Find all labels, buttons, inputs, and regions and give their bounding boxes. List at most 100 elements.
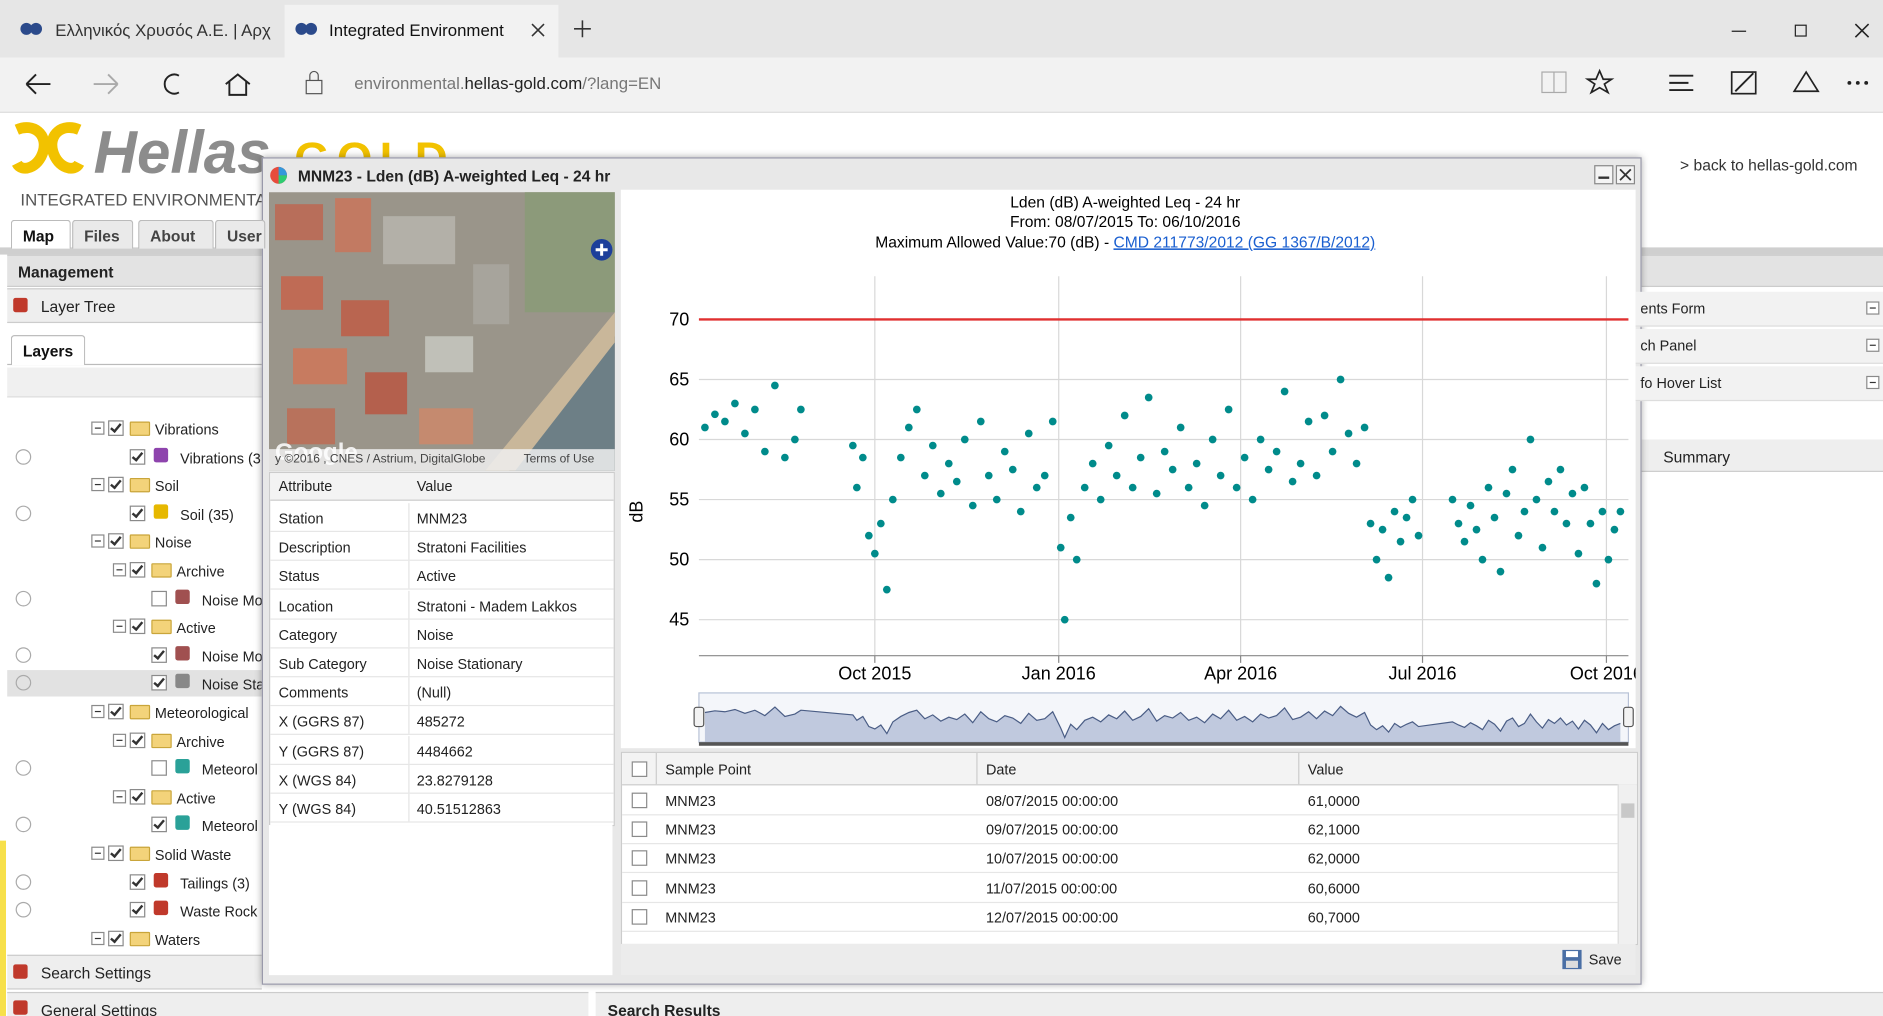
site-tab[interactable]: User: [215, 220, 265, 249]
tree-row[interactable]: Tailings (3): [7, 869, 262, 895]
checkbox: [108, 420, 124, 436]
tree-row[interactable]: Meteorol: [7, 756, 262, 782]
data-point: [1153, 490, 1161, 498]
popup-buttons[interactable]: [1594, 165, 1637, 187]
checkbox: [130, 619, 146, 635]
data-point: [1385, 574, 1393, 582]
tree-row[interactable]: Soil (35): [7, 501, 262, 527]
tree-row[interactable]: Archive: [7, 557, 262, 583]
tree-row[interactable]: Noise Sta: [7, 671, 262, 697]
tree-label: Solid Waste: [155, 848, 231, 862]
checkbox: [108, 534, 124, 550]
tree-row[interactable]: Solid Waste: [7, 841, 262, 867]
panel-item: fo Hover List: [1636, 366, 1883, 401]
tab-title[interactable]: Integrated Environment: [329, 22, 504, 39]
tree-row[interactable]: Soil: [7, 472, 262, 498]
window-controls[interactable]: [1729, 22, 1873, 39]
folder-icon: [151, 620, 171, 634]
layer-icon: [154, 873, 168, 887]
tree-label: Vibrations: [155, 423, 219, 437]
layer-icon: [175, 646, 189, 660]
column-header: Sample Point: [665, 763, 751, 777]
url[interactable]: environmental.hellas-gold.com/?lang=EN: [354, 74, 661, 91]
expander: [91, 422, 104, 435]
tab-title[interactable]: Ελληνικός Χρυσός Α.Ε. | Αρχ: [55, 22, 271, 39]
page: Ελληνικός Χρυσός Α.Ε. | Αρχ Integrated E…: [0, 0, 1883, 1016]
search-settings-label: Search Settings: [41, 966, 151, 982]
y-tick-label: 65: [669, 369, 689, 389]
map[interactable]: [269, 192, 615, 471]
data-point: [1599, 508, 1607, 516]
search-settings[interactable]: Search Settings: [7, 955, 262, 990]
layers-tab[interactable]: Layers: [11, 335, 85, 365]
data-point: [751, 406, 759, 414]
save-button[interactable]: Save: [1589, 952, 1622, 966]
data-point: [1201, 502, 1209, 510]
nav-buttons[interactable]: [22, 70, 262, 99]
limit-label: Maximum Allowed Value:70 (dB) -: [875, 234, 1113, 251]
tree-toolbar: [7, 367, 262, 397]
site-tab[interactable]: Map: [11, 220, 71, 249]
folder-icon: [130, 705, 150, 719]
tree-row[interactable]: Meteorological: [7, 699, 262, 725]
toolbar-icons[interactable]: [1540, 67, 1876, 98]
tree-label: Noise Mo: [202, 593, 263, 607]
tree-row[interactable]: Active: [7, 784, 262, 810]
general-settings[interactable]: General Settings: [7, 992, 588, 1016]
limit-text: Maximum Allowed Value:70 (dB) - CMD 2117…: [875, 234, 1375, 251]
info-icon: [16, 760, 32, 776]
tree-row[interactable]: Noise Mo: [7, 586, 262, 612]
table-header: AttributeValue: [270, 473, 613, 501]
tree-row[interactable]: Vibrations (3: [7, 444, 262, 470]
y-tick-label: 60: [669, 430, 689, 450]
new-tab[interactable]: [573, 19, 592, 38]
grid-cell: 60,6000: [1308, 881, 1360, 895]
cell-divider: [408, 648, 409, 676]
tree-row[interactable]: Meteorol: [7, 812, 262, 838]
layer-icon: [175, 674, 189, 688]
data-point: [1509, 466, 1517, 474]
panel-item: ents Form: [1636, 292, 1883, 327]
data-point: [1449, 496, 1457, 504]
limit-link[interactable]: CMD 211773/2012 (GG 1367/B/2012): [1114, 234, 1376, 251]
layer-tree-header[interactable]: Layer Tree: [7, 288, 262, 323]
data-point: [1361, 424, 1369, 432]
panel-title: Management: [18, 264, 113, 280]
data-point: [711, 410, 719, 418]
tree-row[interactable]: Vibrations: [7, 416, 262, 442]
panel-item-label: ch Panel: [1640, 339, 1696, 353]
navigator-handle: [1624, 707, 1634, 726]
x-tick-label: Jul 2016: [1389, 664, 1457, 684]
data-point: [1551, 508, 1559, 516]
tree-row[interactable]: Archive: [7, 727, 262, 753]
site-tab[interactable]: Files: [72, 220, 133, 249]
tree-row[interactable]: Active: [7, 614, 262, 640]
tree-row[interactable]: Waste Rock: [7, 897, 262, 923]
checkbox: [130, 789, 146, 805]
site-tab-label: Files: [84, 228, 120, 244]
tree-row[interactable]: Waters: [7, 926, 262, 952]
table-row: Comments(Null): [270, 678, 613, 707]
search-results[interactable]: Search Results: [596, 992, 1883, 1016]
site-tab[interactable]: About: [138, 220, 214, 249]
map-terms[interactable]: Terms of Use: [524, 454, 595, 466]
column-header: Value: [417, 479, 453, 493]
info-icon: [16, 590, 32, 606]
data-point: [1041, 472, 1049, 480]
back-link[interactable]: > back to hellas-gold.com: [1680, 157, 1857, 173]
icon: [13, 1000, 27, 1014]
cell-divider: [408, 765, 409, 793]
tree-row[interactable]: Noise: [7, 529, 262, 555]
checkbox: [108, 930, 124, 946]
data-point: [1467, 502, 1475, 510]
tree-label: Archive: [177, 564, 225, 578]
popup-title: MNM23 - Lden (dB) A-weighted Leq - 24 hr: [298, 168, 611, 184]
tab-close[interactable]: [530, 22, 547, 39]
tree-row[interactable]: Noise Mo: [7, 642, 262, 668]
save-icon: [1561, 949, 1583, 971]
